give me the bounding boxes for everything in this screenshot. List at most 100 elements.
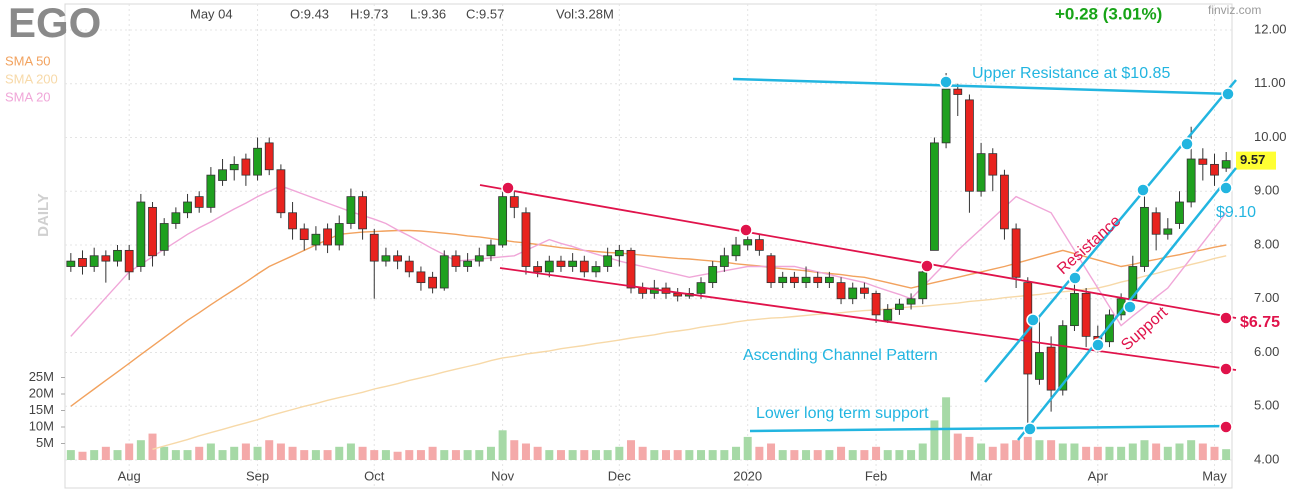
candle-body (579, 260, 589, 273)
volume-bar (767, 443, 776, 460)
x-tick-label: May (1202, 468, 1227, 483)
candle-body (509, 196, 519, 208)
candle-body (101, 255, 111, 262)
legend-entry: SMA 50 (5, 53, 51, 68)
candle-body (159, 223, 169, 251)
volume-bar (1152, 443, 1161, 460)
annotation: $6.75 (1240, 314, 1280, 331)
volume-bar (930, 420, 939, 460)
candle-body (439, 255, 449, 289)
volume-bar (78, 451, 87, 460)
volume-bar (848, 450, 857, 460)
point-marker (1123, 300, 1137, 314)
volume-bar (510, 440, 519, 460)
candle-body (614, 249, 624, 257)
volume-bar (101, 446, 110, 460)
annotation: Resistance (1054, 212, 1124, 278)
candle-body (229, 163, 239, 171)
candle-body (89, 255, 99, 267)
volume-bar (965, 436, 974, 460)
sma-line (70, 229, 1227, 407)
volume-tick-label: 20M (29, 385, 54, 400)
sma-line (152, 255, 1227, 450)
volume-bar (323, 450, 332, 460)
candle-body (358, 196, 367, 230)
candle-body (556, 260, 566, 267)
volume-bar (370, 450, 379, 460)
x-tick-label: Feb (865, 468, 887, 483)
candle-body (136, 201, 146, 267)
volume-bar (311, 450, 320, 460)
candle-body (568, 260, 578, 267)
candle-body (789, 276, 799, 284)
candle-body (1221, 160, 1231, 169)
trendline (984, 79, 1237, 383)
candle-body (521, 212, 531, 267)
candle-body (206, 174, 216, 208)
legend: SMA 50 SMA 200 SMA 20 (5, 53, 58, 104)
candle-body (1011, 228, 1021, 278)
volume-bar (825, 450, 834, 460)
candle-body (428, 276, 438, 289)
candle-body (451, 255, 461, 267)
candle-body (778, 276, 788, 284)
volume-bar (358, 446, 367, 460)
volume-bar (241, 443, 250, 460)
volume-bar (1047, 440, 1056, 460)
candle-body (194, 196, 204, 208)
x-tick-label: Nov (491, 468, 515, 483)
trendline (479, 184, 1237, 319)
volume-bar (638, 446, 647, 460)
candle-body (334, 223, 344, 246)
candle-body (1210, 163, 1219, 176)
candle-body (474, 255, 484, 262)
y-tick-label: 12.00 (1254, 21, 1287, 36)
candle-body (393, 255, 402, 262)
annotation: $9.10 (1216, 204, 1256, 221)
candle-body (743, 239, 753, 246)
ohlc-high: H:9.73 (350, 6, 388, 21)
point-marker (1023, 422, 1037, 436)
volume-bar (486, 446, 495, 460)
volume-bar (265, 440, 274, 460)
last-price: 9.57 (1240, 152, 1265, 167)
point-marker (1091, 338, 1105, 352)
candle-body (1163, 228, 1173, 235)
y-tick-label: 6.00 (1254, 344, 1279, 359)
plot-layer: 9.57 (66, 73, 1276, 460)
volume-bar (276, 443, 285, 460)
volume-bar (650, 450, 659, 460)
candle-body (78, 258, 87, 267)
volume-bar (1093, 446, 1102, 460)
trendline (749, 424, 1233, 433)
legend-entry: SMA 20 (5, 89, 51, 104)
candle-body (124, 249, 134, 273)
candle-body (813, 276, 823, 284)
candle-body (323, 228, 332, 246)
candle-body (836, 282, 846, 300)
volume-bar (1082, 446, 1091, 460)
point-marker (1221, 87, 1235, 101)
volume-bar (498, 430, 507, 460)
volume-bar (802, 450, 811, 460)
volume-bar (545, 450, 554, 460)
candle-body (883, 309, 893, 321)
volume-bar (463, 450, 472, 460)
candle-body (369, 233, 379, 262)
volume-bar (1058, 443, 1067, 460)
candle-body (895, 303, 904, 310)
y-tick-label: 4.00 (1254, 451, 1279, 466)
y-tick-label: 5.00 (1254, 398, 1279, 413)
volume-bar (1128, 443, 1137, 460)
candle-body (1023, 282, 1033, 375)
candle-body (486, 244, 496, 257)
candle-body (731, 244, 741, 257)
point-marker (1219, 311, 1233, 325)
volume-bar (230, 446, 239, 460)
point-marker (1068, 271, 1082, 285)
candle-body (859, 287, 869, 294)
volume-bar (335, 446, 344, 460)
background-layer: 12.00 11.00 10.00 9.00 8.00 7.00 6.00 5.00 4.00 5… (29, 3, 1287, 489)
ohlc-open: O:9.43 (290, 6, 329, 21)
candle-body (941, 88, 951, 144)
